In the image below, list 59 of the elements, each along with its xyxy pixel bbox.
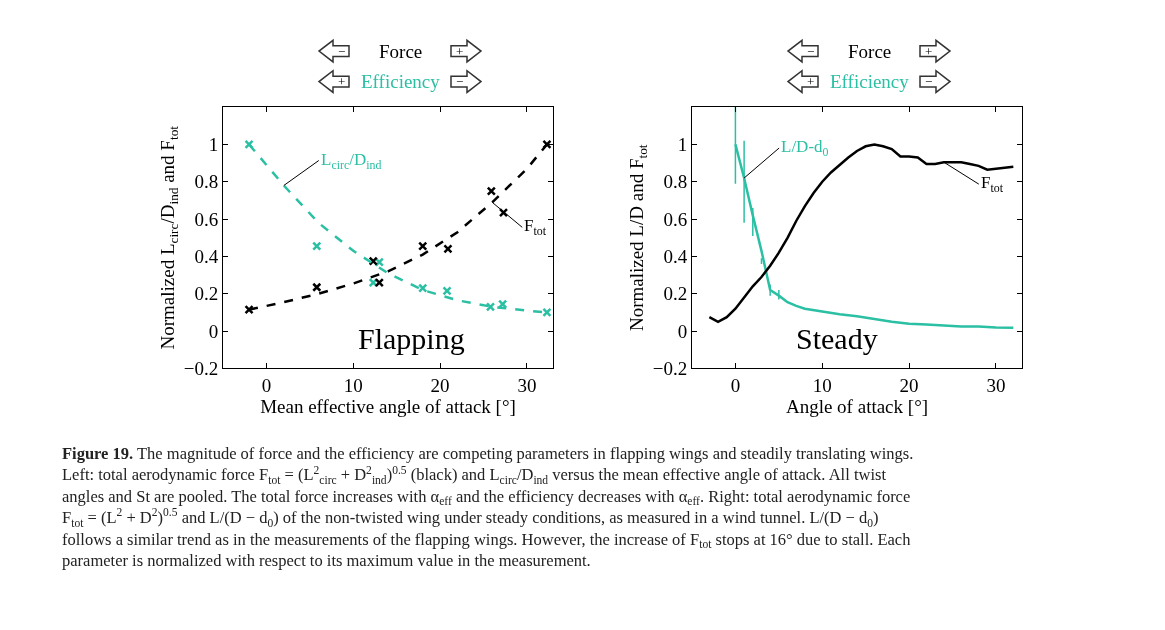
text: Force — [379, 41, 423, 62]
text: Force — [848, 41, 892, 62]
x-tick-label: 30 — [517, 375, 537, 397]
text: − — [456, 74, 464, 89]
point — [244, 139, 254, 150]
y-tick-label: 0 — [677, 320, 688, 342]
text: L$_{circ}$/D$_{ind}$ — [321, 150, 382, 172]
y-tick-label: 0.8 — [663, 171, 688, 193]
y-tick-label: 0.4 — [663, 246, 688, 268]
x-tick-label: 10 — [812, 375, 832, 397]
text: + — [925, 44, 933, 59]
y-tick-label: −0.2 — [652, 358, 688, 380]
x-tick-label: 0 — [730, 375, 741, 397]
point — [497, 299, 508, 309]
annotation: Steady — [796, 322, 878, 355]
point — [485, 302, 496, 312]
y-tick-label: 0.4 — [194, 246, 219, 268]
text: + — [338, 74, 346, 89]
point — [542, 139, 552, 150]
x-tick-label: 0 — [261, 375, 272, 397]
point — [244, 304, 254, 315]
text: Figure 19. The magnitude of force and the efficiency are competing parameters in flapping wings and steadily translating wings. Left: total aerodynamic force F$_{tot}$ = (L$^{2}$$_{circ}$ + D$^{2}$$_{ind}$)$^{0.5}$ (black) and L$_{circ}$/D$_{ind}$ versus the mean effective angle of attack. All twist angles and St are pooled. The total force increases with α$_{eff}$ and the efficiency decreases with α$_{eff}$. Right: total aerodynamic force F$_{tot}$ = (L$^{2}$ + D$^{2}$)$^{0.5}$ and L/(D − d$_{0}$) of the non-twisted wing under steady conditions, as measured in a wind tunnel. L/(D − d$_{0}$) follows a similar trend as in the measurements of the flapping wings. However, the increase of F$_{tot}$ stops at 16° due to stall. Each parameter is normalized with respect to its maximum value in the measurement. — [62, 444, 914, 571]
point — [374, 277, 385, 288]
point — [417, 241, 428, 251]
legend-label: L/D-d$_{0}$ — [781, 137, 829, 159]
y-tick-label: −0.2 — [183, 358, 219, 380]
point — [486, 186, 497, 196]
y-tick-label: 1 — [208, 134, 219, 156]
x-tick-label: 20 — [899, 375, 919, 397]
text: + — [456, 44, 464, 59]
y-tick-label: 0.6 — [194, 208, 219, 230]
point — [312, 241, 322, 251]
text: Efficiency — [361, 71, 441, 92]
y-tick-label: 0.2 — [194, 283, 219, 305]
legend-label: F$_{tot}$ — [981, 173, 1004, 195]
text: − — [338, 44, 346, 59]
x-axis-title: Angle of attack [°] — [785, 396, 929, 418]
x-axis-title: Mean effective angle of attack [°] — [260, 396, 516, 418]
point — [442, 286, 452, 296]
x-tick-label: 10 — [343, 375, 363, 397]
text: + — [807, 74, 815, 89]
y-tick-label: 0.8 — [194, 171, 219, 193]
y-tick-label: 1 — [677, 134, 688, 156]
annotation: Flapping — [358, 322, 465, 355]
point — [498, 207, 509, 218]
x-tick-label: 20 — [430, 375, 450, 397]
y-tick-label: 0 — [208, 320, 219, 342]
text: − — [807, 44, 815, 59]
text: − — [925, 74, 933, 89]
text: F$_{tot}$ — [524, 216, 547, 238]
text: Efficiency — [830, 71, 910, 92]
point — [542, 307, 552, 318]
point — [312, 282, 322, 292]
point — [443, 244, 453, 254]
y-tick-label: 0.2 — [663, 283, 688, 305]
y-tick-label: 0.6 — [663, 208, 688, 230]
x-tick-label: 30 — [986, 375, 1006, 397]
point — [417, 283, 428, 293]
point — [368, 256, 378, 266]
